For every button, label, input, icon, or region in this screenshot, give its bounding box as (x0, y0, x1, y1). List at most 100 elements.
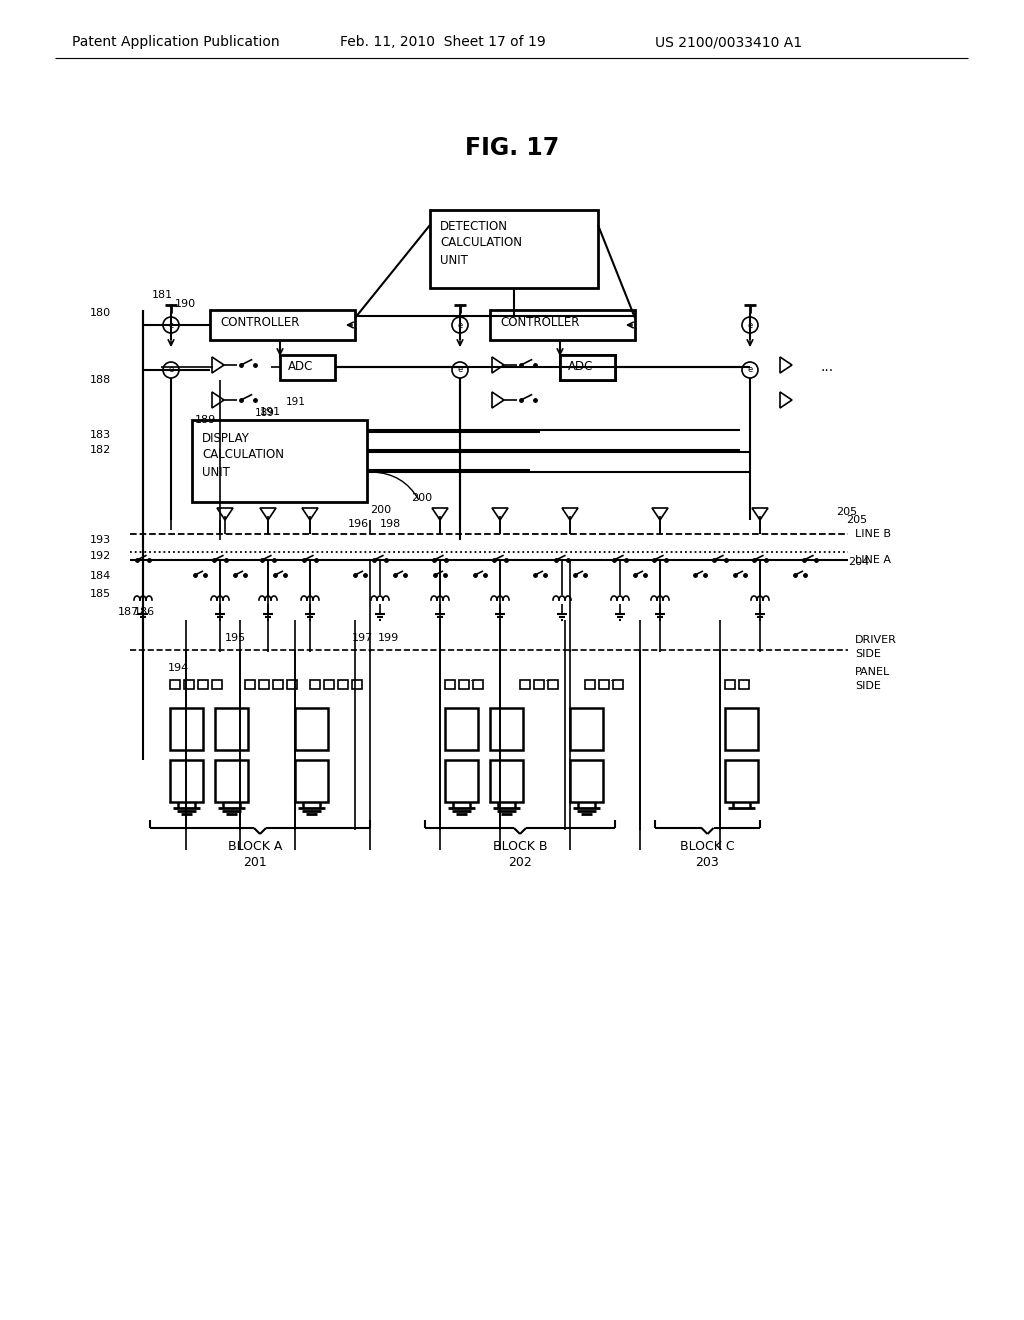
Text: ADC: ADC (568, 359, 593, 372)
Text: 204: 204 (848, 557, 869, 568)
Text: SIDE: SIDE (855, 649, 881, 659)
Bar (338, 680, 348, 689)
Text: ...: ... (273, 673, 282, 682)
Polygon shape (652, 508, 668, 520)
Text: ...: ... (542, 673, 551, 682)
Bar (490, 708, 523, 750)
Polygon shape (260, 508, 276, 520)
Text: 191: 191 (286, 397, 306, 407)
Text: 195: 195 (225, 634, 246, 643)
Text: 181: 181 (152, 290, 173, 300)
Text: 197: 197 (352, 634, 374, 643)
Text: Patent Application Publication: Patent Application Publication (72, 36, 280, 49)
Polygon shape (752, 508, 768, 520)
Text: 196: 196 (348, 519, 369, 529)
Bar (295, 708, 328, 750)
Text: 192: 192 (90, 550, 112, 561)
Bar (170, 708, 203, 750)
Bar (445, 680, 455, 689)
Polygon shape (562, 508, 578, 520)
Text: BLOCK A: BLOCK A (227, 840, 283, 853)
Text: 193: 193 (90, 535, 112, 545)
Text: CONTROLLER: CONTROLLER (500, 315, 580, 329)
Polygon shape (780, 392, 792, 408)
Text: e: e (168, 366, 174, 375)
Circle shape (742, 362, 758, 378)
Bar (193, 420, 367, 502)
Text: FIG. 17: FIG. 17 (465, 136, 559, 160)
Text: ...: ... (467, 673, 476, 682)
Bar (215, 760, 248, 803)
Text: DRIVER: DRIVER (855, 635, 897, 645)
Text: 186: 186 (134, 607, 155, 616)
Bar (459, 680, 469, 689)
Text: 184: 184 (90, 572, 112, 581)
Text: 198: 198 (380, 519, 401, 529)
Circle shape (452, 317, 468, 333)
Polygon shape (492, 356, 504, 374)
Bar (560, 355, 615, 380)
Text: 200: 200 (370, 506, 391, 515)
Bar (599, 680, 609, 689)
Bar (570, 760, 603, 803)
Text: 201: 201 (243, 855, 267, 869)
Polygon shape (302, 508, 318, 520)
Text: 189: 189 (255, 408, 274, 418)
Bar (310, 680, 319, 689)
Bar (585, 680, 595, 689)
Bar (352, 680, 362, 689)
Polygon shape (492, 392, 504, 408)
Text: 188: 188 (90, 375, 112, 385)
Text: UNIT: UNIT (202, 466, 229, 479)
Text: e: e (458, 366, 463, 375)
Polygon shape (212, 392, 224, 408)
Bar (212, 680, 222, 689)
Bar (490, 310, 635, 341)
Text: ...: ... (607, 673, 616, 682)
Text: 185: 185 (90, 589, 112, 599)
Bar (473, 680, 483, 689)
Text: BLOCK B: BLOCK B (493, 840, 547, 853)
Text: 191: 191 (260, 407, 282, 417)
Text: 190: 190 (175, 300, 197, 309)
Text: e: e (748, 366, 753, 375)
Bar (725, 760, 758, 803)
Text: 203: 203 (695, 855, 719, 869)
Text: 180: 180 (90, 308, 112, 318)
Bar (490, 760, 523, 803)
Circle shape (742, 317, 758, 333)
Polygon shape (492, 508, 508, 520)
Bar (184, 680, 194, 689)
Text: 205: 205 (836, 507, 857, 517)
Text: 200: 200 (412, 492, 432, 503)
Text: BLOCK C: BLOCK C (680, 840, 734, 853)
Bar (445, 708, 478, 750)
Bar (280, 355, 335, 380)
Text: DETECTION: DETECTION (440, 220, 508, 234)
Bar (548, 680, 558, 689)
Text: e: e (458, 321, 463, 330)
Text: 187: 187 (118, 607, 139, 616)
Text: ...: ... (338, 673, 347, 682)
Polygon shape (217, 508, 233, 520)
Text: 205: 205 (846, 515, 867, 525)
Text: ADC: ADC (288, 359, 313, 372)
Text: PANEL: PANEL (855, 667, 890, 677)
Text: 189: 189 (195, 414, 216, 425)
Bar (170, 760, 203, 803)
Bar (534, 680, 544, 689)
Text: 199: 199 (378, 634, 399, 643)
Text: e: e (168, 321, 174, 330)
Circle shape (163, 317, 179, 333)
Polygon shape (780, 356, 792, 374)
Bar (445, 760, 478, 803)
Bar (287, 680, 297, 689)
Bar (725, 680, 735, 689)
Bar (245, 680, 255, 689)
Bar (210, 310, 355, 341)
Bar (613, 680, 623, 689)
Text: Feb. 11, 2010  Sheet 17 of 19: Feb. 11, 2010 Sheet 17 of 19 (340, 36, 546, 49)
Text: LINE B: LINE B (855, 529, 891, 539)
Bar (739, 680, 749, 689)
Circle shape (163, 362, 179, 378)
